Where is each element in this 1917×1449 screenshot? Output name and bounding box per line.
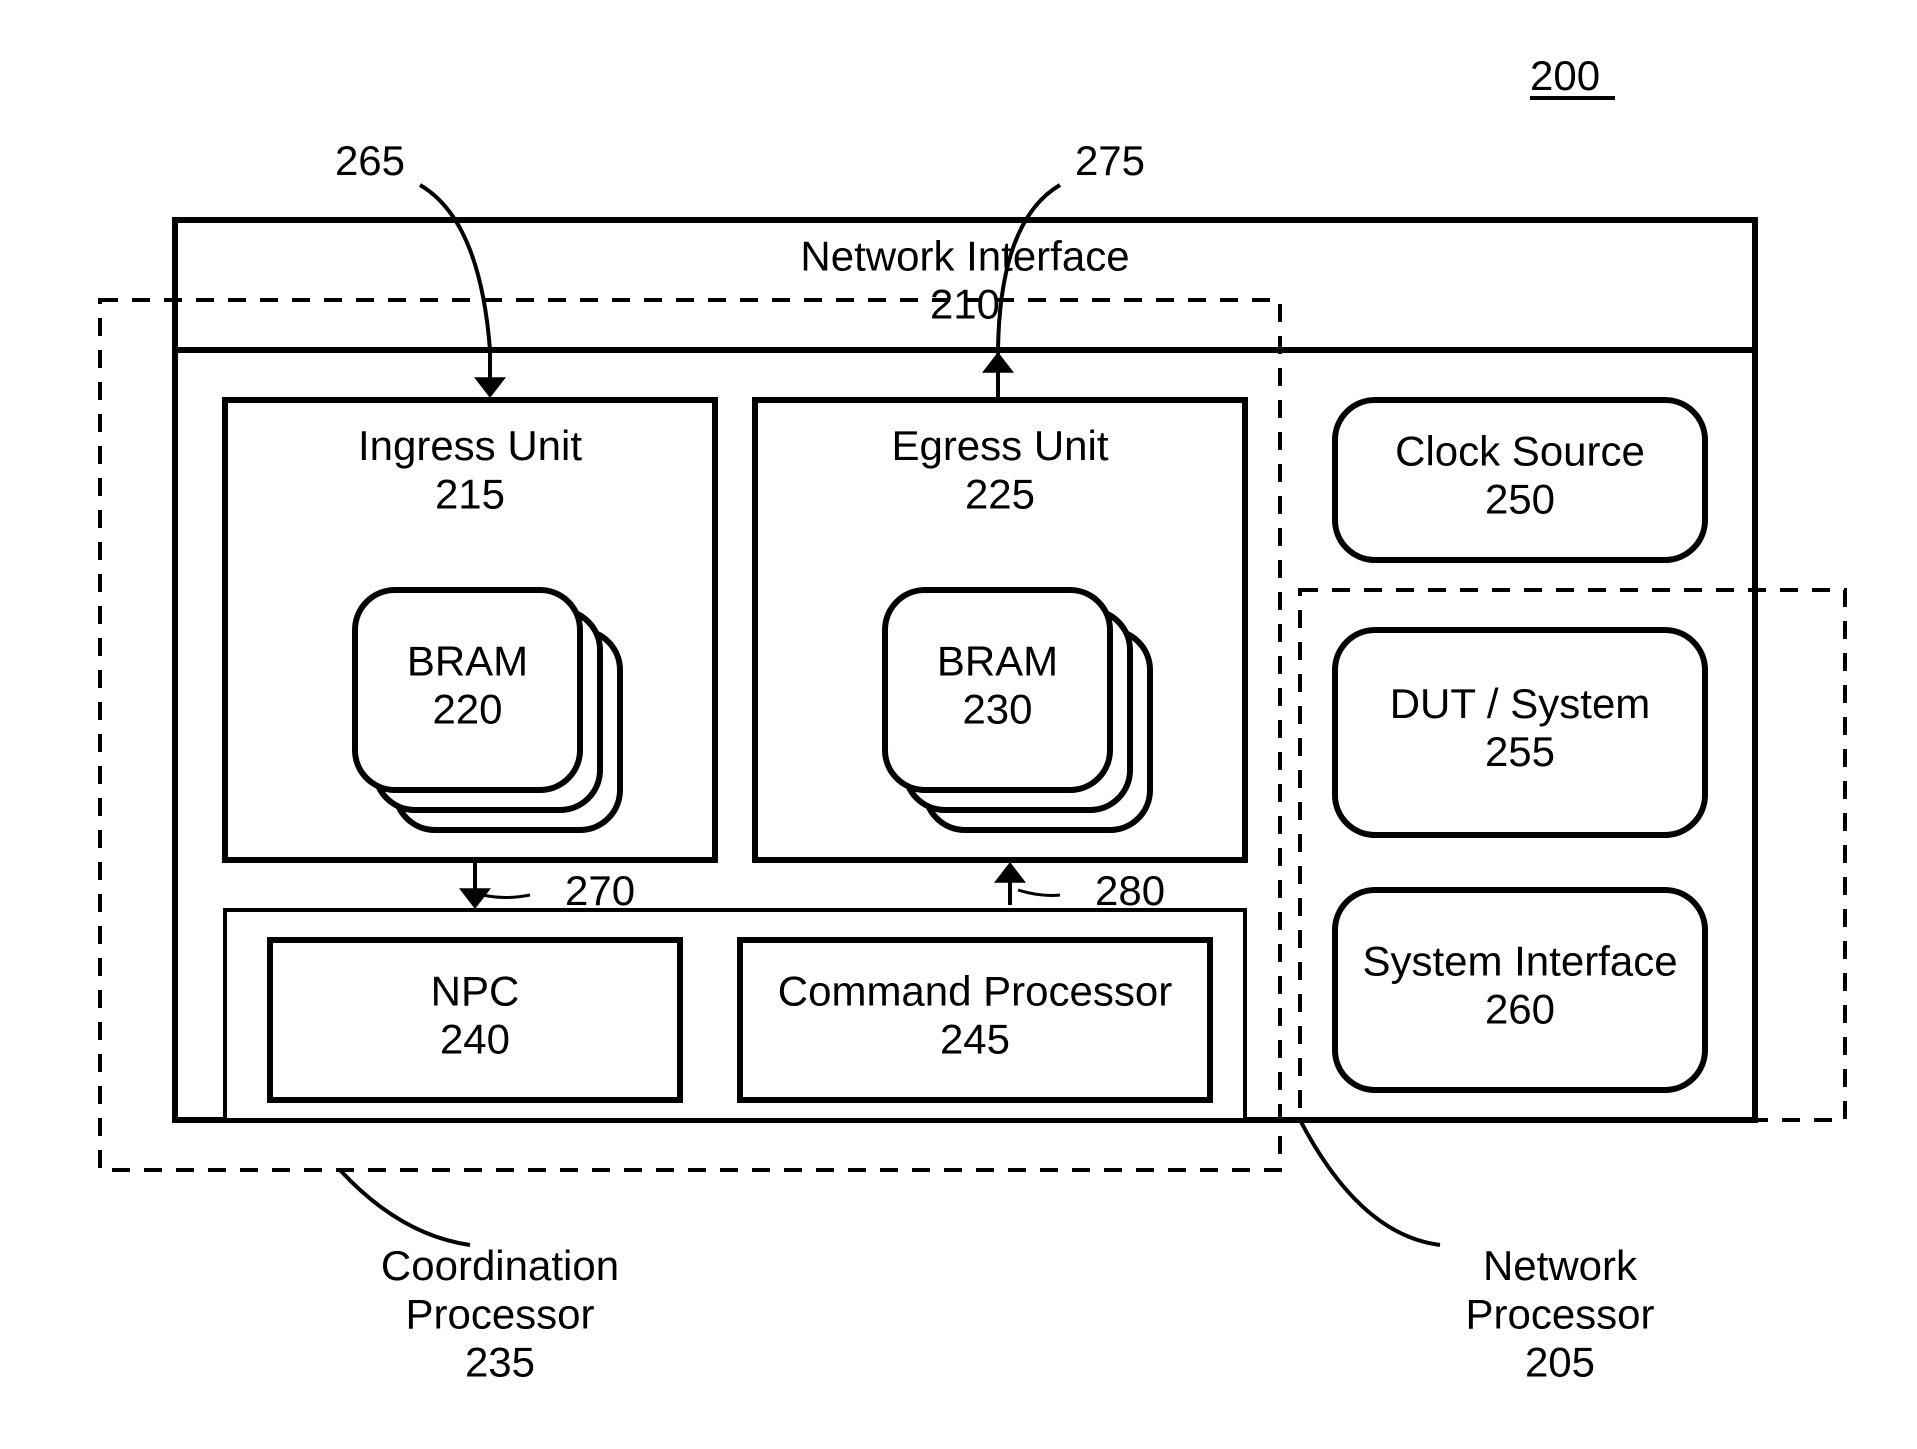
net-proc-callout-l3: 205 <box>1525 1339 1595 1386</box>
ingress-unit-box-label2: 215 <box>435 470 505 517</box>
command-processor-box-label1: Command Processor <box>778 967 1172 1014</box>
dut-system-box-label1: DUT / System <box>1390 680 1651 727</box>
dut-system-box-label2: 255 <box>1485 728 1555 775</box>
net-proc-callout-l2: Processor <box>1465 1290 1654 1337</box>
arrow-280-label: 280 <box>1095 867 1165 914</box>
egress-unit-box-label2: 225 <box>965 470 1035 517</box>
coord-proc-callout-l1: Coordination <box>381 1242 619 1289</box>
coord-proc-callout-l2: Processor <box>405 1290 594 1337</box>
arrow-275-label: 275 <box>1075 137 1145 184</box>
bram-ingress-label2: 220 <box>432 686 502 733</box>
command-processor-box-label2: 245 <box>940 1016 1010 1063</box>
ingress-unit-box-label1: Ingress Unit <box>358 422 582 469</box>
egress-unit-box-label1: Egress Unit <box>891 422 1108 469</box>
bram-egress-label2: 230 <box>962 686 1032 733</box>
arrow-270-label: 270 <box>565 867 635 914</box>
system-interface-box-label1: System Interface <box>1362 937 1677 984</box>
coord-proc-callout-l3: 235 <box>465 1339 535 1386</box>
npc-box-label1: NPC <box>431 967 520 1014</box>
net-proc-callout-l1: Network <box>1483 1242 1638 1289</box>
clock-source-box-label1: Clock Source <box>1395 427 1645 474</box>
network-interface-box-label2: 210 <box>930 281 1000 328</box>
clock-source-box-label2: 250 <box>1485 476 1555 523</box>
network-interface-box-label1: Network Interface <box>800 232 1129 279</box>
system-interface-box-label2: 260 <box>1485 986 1555 1033</box>
bram-egress-label1: BRAM <box>937 637 1058 684</box>
figure-ref: 200 <box>1530 52 1600 99</box>
arrow-265-label: 265 <box>335 137 405 184</box>
npc-box-label2: 240 <box>440 1016 510 1063</box>
bram-ingress-label1: BRAM <box>407 637 528 684</box>
